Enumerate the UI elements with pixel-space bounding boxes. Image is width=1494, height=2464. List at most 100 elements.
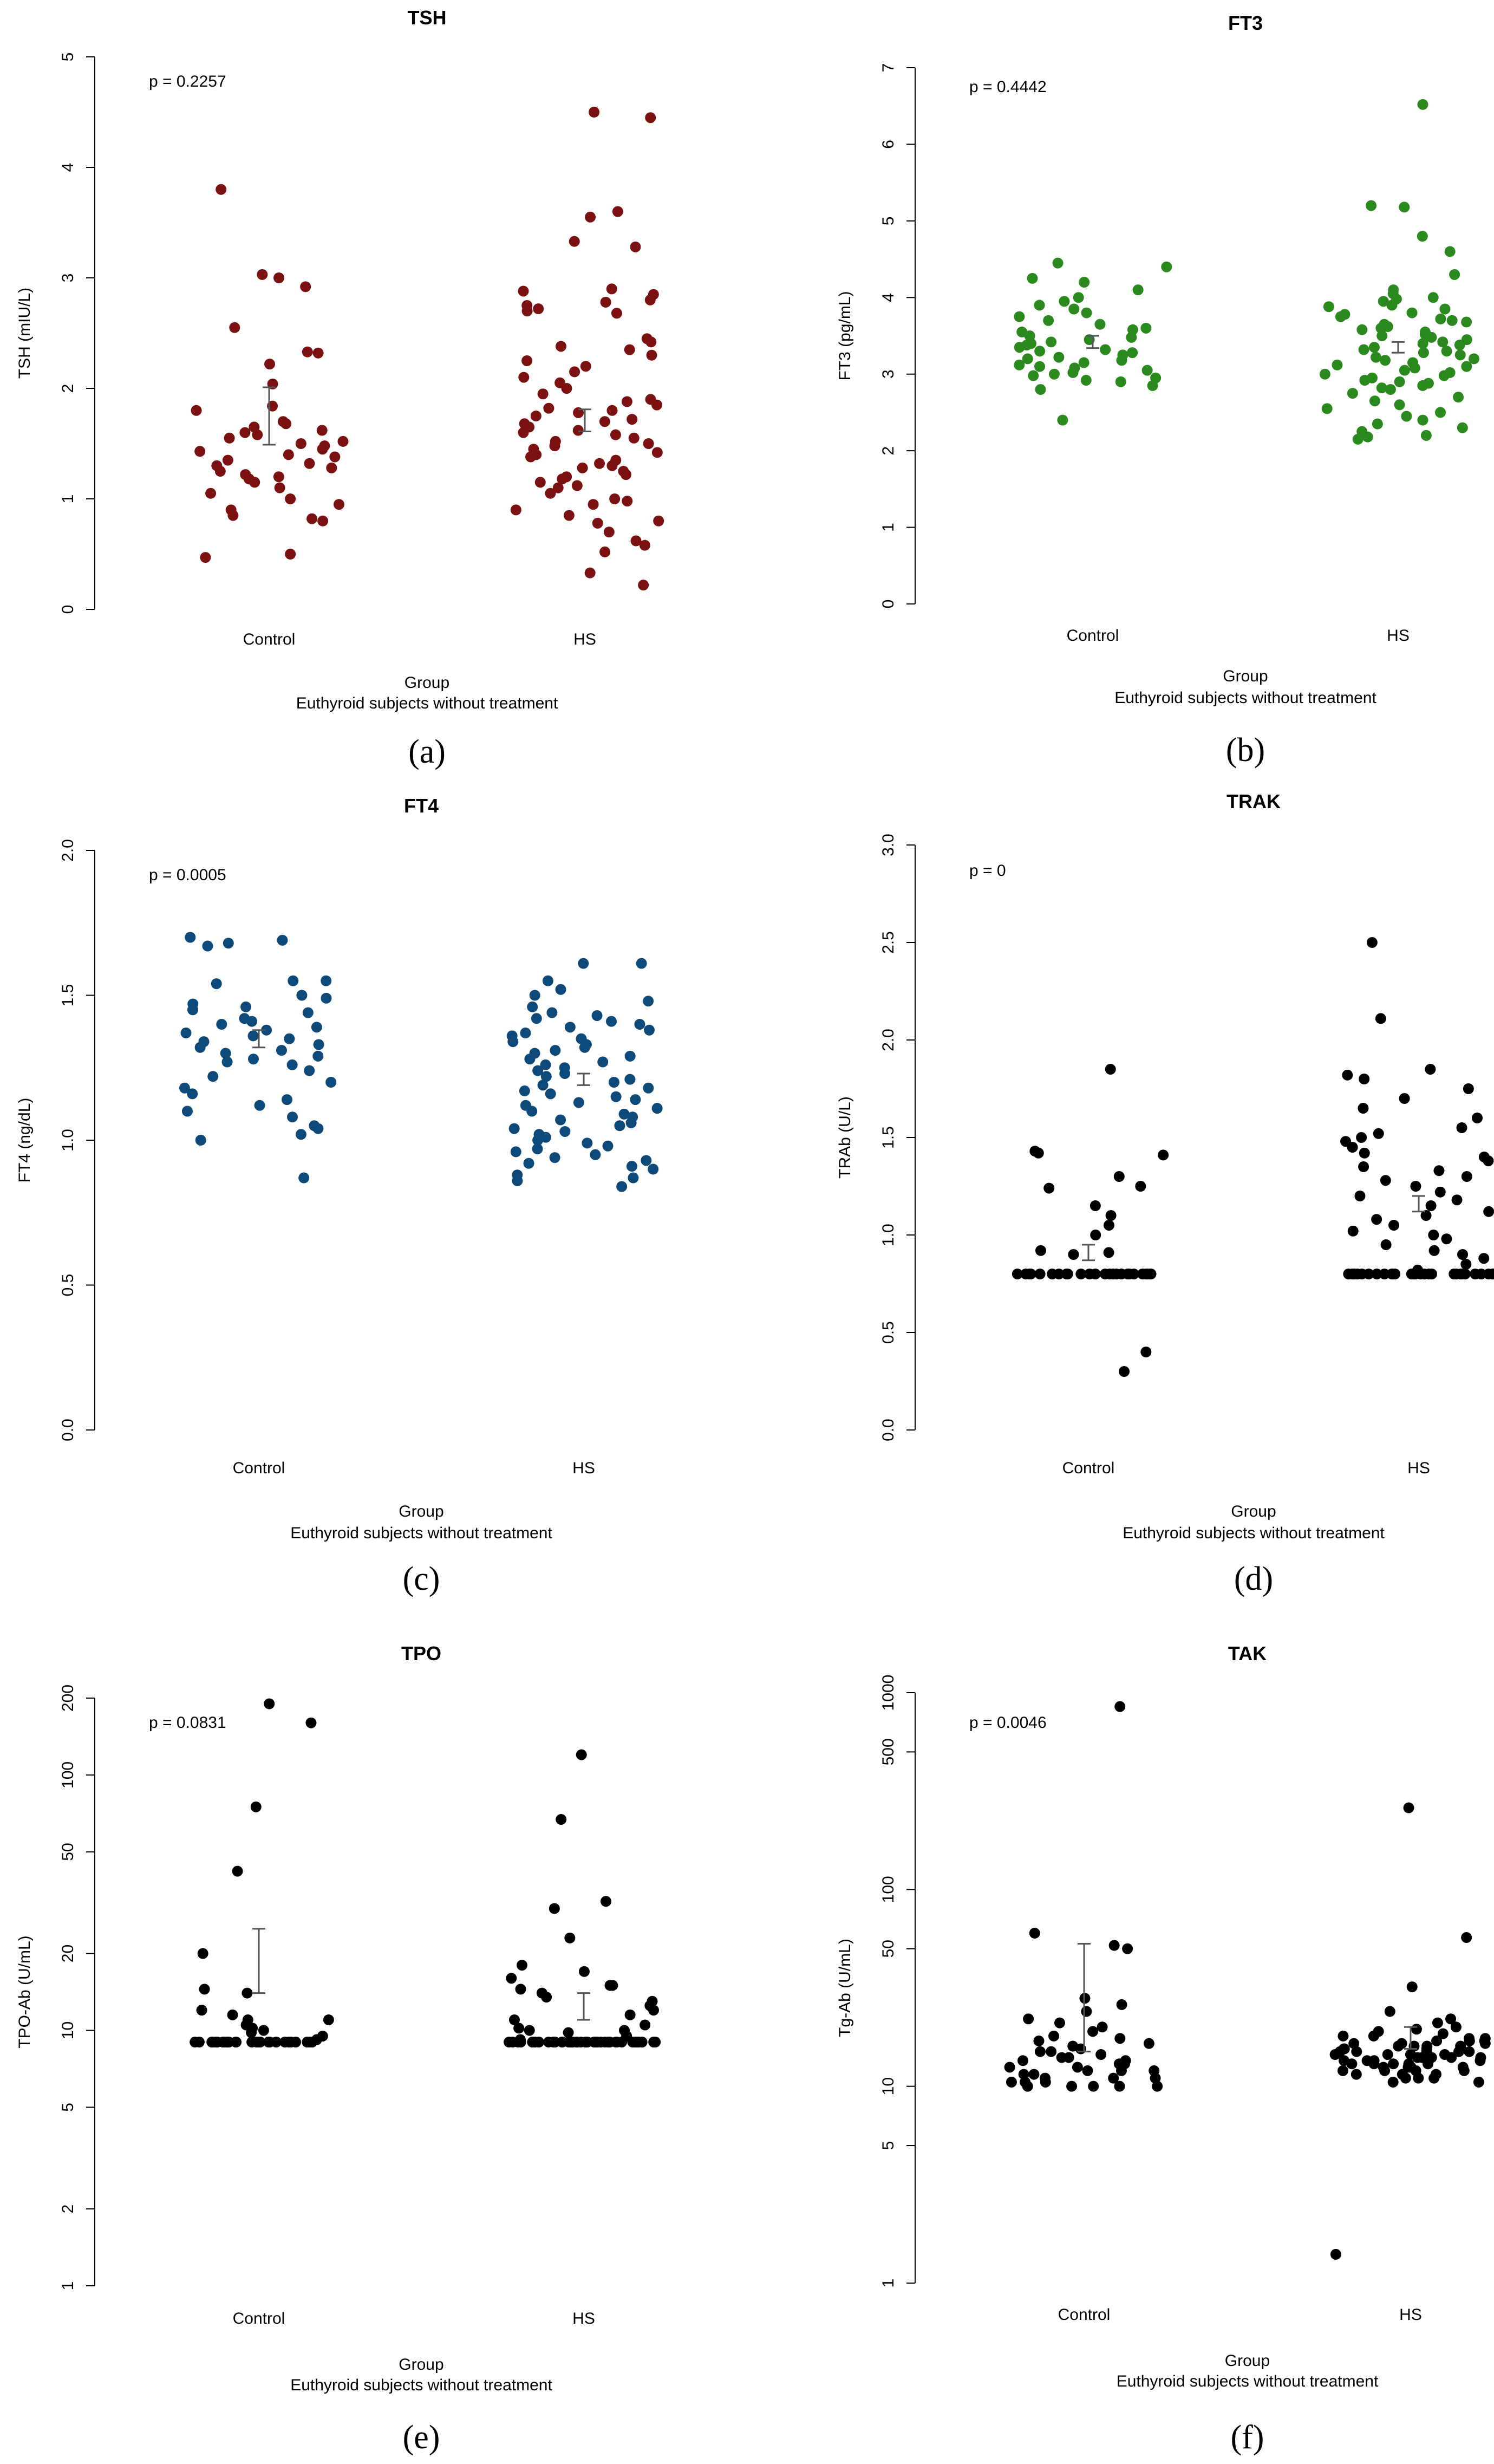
data-point (611, 308, 622, 319)
data-point (273, 272, 285, 283)
data-point (232, 1865, 243, 1877)
data-point (1417, 231, 1428, 242)
data-point (1319, 368, 1330, 380)
data-point (300, 281, 311, 292)
data-point (242, 1987, 253, 1999)
data-point (1351, 2046, 1362, 2057)
data-point (624, 1050, 636, 1062)
data-point (1072, 2062, 1083, 2073)
data-point (1426, 331, 1437, 343)
data-point (219, 2037, 230, 2048)
data-point (630, 2037, 642, 2048)
data-point (1047, 1269, 1058, 1279)
y-tick-label: 7 (879, 63, 897, 73)
data-point (313, 1039, 324, 1050)
data-point (295, 1129, 306, 1140)
y-axis-label: TSH (mIU/L) (16, 288, 34, 379)
data-point (276, 1045, 287, 1056)
data-point (1043, 1182, 1055, 1194)
data-point (1075, 1269, 1087, 1279)
data-point (1456, 1122, 1467, 1133)
data-point (1033, 2035, 1045, 2046)
data-point (250, 1801, 262, 1812)
data-point (264, 2037, 276, 2048)
data-point (1034, 1269, 1046, 1279)
chart-panel-tpo: TPO 1 2 5 10 20 50 100 200 TPO-Ab (U/mL) p = 0.083… (16, 1642, 661, 2456)
data-point (1068, 1249, 1079, 1260)
data-point (572, 425, 584, 436)
x-axis-label: Group (405, 674, 449, 692)
data-point (580, 361, 591, 372)
data-point (246, 1016, 258, 1027)
data-point (545, 487, 556, 499)
data-point (605, 1016, 617, 1027)
data-point (1403, 1802, 1414, 1813)
data-point (1321, 403, 1333, 414)
data-point (281, 1094, 292, 1106)
data-point (1449, 1269, 1460, 1279)
p-value-label: p = 0.4442 (969, 78, 1047, 96)
data-point (543, 2037, 554, 2048)
data-point (585, 211, 596, 223)
data-point (563, 510, 575, 521)
data-point (612, 206, 623, 217)
data-point (546, 1007, 558, 1018)
data-point (1115, 1269, 1127, 1279)
data-point (624, 344, 635, 355)
data-point (1046, 2046, 1057, 2057)
x-axis-sublabel: Euthyroid subjects without treatment (290, 2376, 552, 2394)
data-point (283, 449, 294, 460)
data-point (1351, 2069, 1362, 2080)
data-point (337, 435, 349, 447)
data-point (1428, 2072, 1440, 2084)
data-point (1417, 380, 1428, 391)
data-point (1081, 2006, 1092, 2017)
data-point (603, 526, 615, 538)
data-point (1014, 342, 1025, 353)
data-point (1108, 2072, 1119, 2084)
data-point (239, 427, 251, 438)
data-point (600, 1896, 611, 1907)
data-point (1147, 380, 1158, 391)
x-category-label: Control (1067, 627, 1119, 645)
data-point (207, 1071, 219, 1082)
data-point (622, 496, 633, 507)
data-point (1425, 1064, 1436, 1075)
data-point (602, 1140, 614, 1152)
data-point (302, 1007, 314, 1018)
data-point (1006, 2076, 1017, 2088)
data-point (559, 1068, 571, 1079)
data-point (1140, 322, 1152, 334)
data-point (1454, 339, 1465, 350)
data-point (298, 1172, 310, 1184)
data-point (1384, 2006, 1395, 2017)
data-point (555, 341, 566, 352)
data-point (1369, 395, 1380, 407)
data-point (1119, 1366, 1130, 1377)
data-point (1451, 1194, 1463, 1206)
data-point (1362, 431, 1373, 443)
data-point (252, 429, 263, 440)
data-point (1108, 1940, 1120, 1951)
data-point (1427, 292, 1439, 303)
data-point (1103, 1220, 1114, 1231)
data-point (1483, 1206, 1494, 1217)
data-point (584, 567, 596, 578)
data-point (1063, 2052, 1074, 2063)
data-point (1472, 1113, 1483, 1123)
panel-label: (a) (408, 733, 446, 770)
data-point (1413, 2072, 1424, 2084)
data-point (1052, 257, 1064, 269)
data-point (571, 480, 583, 491)
data-point (1406, 1981, 1418, 1993)
data-point (1380, 355, 1391, 366)
data-point (1094, 318, 1106, 330)
y-tick-label: 10 (879, 2077, 897, 2095)
data-point (606, 405, 618, 416)
data-point (1388, 1220, 1400, 1231)
data-point (1330, 2248, 1341, 2260)
data-point (195, 1135, 206, 1146)
data-point (1479, 2038, 1491, 2049)
data-point (1379, 1269, 1390, 1279)
data-point (1460, 1259, 1472, 1270)
